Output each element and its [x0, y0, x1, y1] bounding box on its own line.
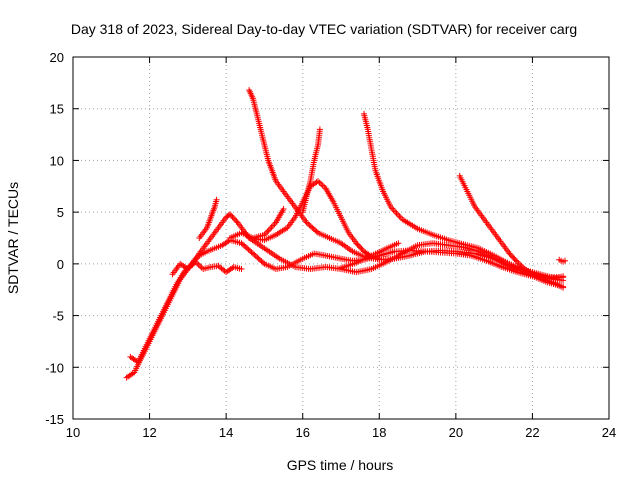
data-point — [312, 227, 319, 234]
y-tick-label: -10 — [45, 360, 64, 375]
y-tick-label: -5 — [52, 309, 64, 324]
series-1 — [123, 211, 567, 381]
data-point — [247, 247, 254, 254]
data-point — [376, 255, 383, 262]
data-point — [230, 215, 237, 222]
data-point — [313, 228, 320, 235]
data-point — [195, 254, 202, 260]
data-marks — [123, 87, 568, 381]
data-point — [258, 258, 265, 265]
series-12 — [556, 256, 568, 265]
data-point — [260, 259, 266, 266]
data-point — [238, 266, 245, 272]
data-point — [255, 255, 262, 262]
plot-frame — [72, 56, 610, 420]
data-point — [233, 218, 240, 225]
data-point — [316, 126, 323, 133]
series-4 — [196, 196, 220, 241]
data-point — [267, 225, 274, 232]
data-point — [358, 245, 365, 252]
series-11 — [338, 240, 402, 271]
y-tick-label: 0 — [57, 257, 64, 272]
x-tick-label: 24 — [602, 425, 616, 440]
data-point — [509, 253, 515, 260]
x-tick-label: 10 — [66, 425, 80, 440]
data-point — [244, 245, 251, 252]
chart-title: Day 318 of 2023, Sidereal Day-to-day VTE… — [71, 21, 577, 37]
y-tick-label: 5 — [57, 205, 64, 220]
series-8 — [299, 126, 323, 216]
data-point — [181, 269, 187, 276]
data-point — [305, 220, 311, 227]
series-10 — [456, 172, 567, 291]
data-point — [268, 224, 275, 231]
x-tick-label: 12 — [142, 425, 156, 440]
data-point — [238, 240, 245, 247]
x-axis-label: GPS time / hours — [287, 457, 394, 473]
y-tick-label: -15 — [45, 412, 64, 427]
x-tick-label: 20 — [449, 425, 463, 440]
series-3 — [169, 258, 245, 278]
data-point — [198, 264, 205, 271]
x-tick-label: 14 — [219, 425, 233, 440]
data-point — [392, 208, 399, 215]
data-point — [393, 210, 400, 217]
data-point — [512, 257, 519, 264]
data-point — [251, 251, 258, 258]
y-tick-label: 20 — [50, 50, 64, 65]
x-tick-label: 22 — [525, 425, 539, 440]
data-point — [395, 240, 402, 247]
y-tick-label: 15 — [50, 102, 64, 117]
data-point — [228, 212, 235, 219]
data-point — [562, 257, 568, 264]
y-axis-label: SDTVAR / TECUs — [5, 182, 21, 294]
grid — [73, 57, 609, 419]
data-point — [248, 249, 255, 256]
data-point — [254, 254, 261, 261]
data-point — [213, 196, 220, 203]
data-point — [353, 240, 360, 247]
x-tick-label: 18 — [372, 425, 386, 440]
data-point — [307, 223, 314, 230]
x-tick-label: 16 — [295, 425, 309, 440]
y-tick-label: 10 — [50, 153, 64, 168]
data-point — [239, 241, 246, 248]
data-point — [560, 273, 567, 280]
data-point — [507, 251, 514, 258]
axis-ticks: 10 12 14 16 18 20 22 24 -15 -10 -5 0 5 10 15 20 — [45, 50, 616, 440]
series-7 — [246, 178, 383, 262]
data-point — [560, 284, 567, 291]
data-point — [357, 244, 364, 251]
data-point — [229, 214, 236, 220]
data-point — [280, 206, 287, 212]
